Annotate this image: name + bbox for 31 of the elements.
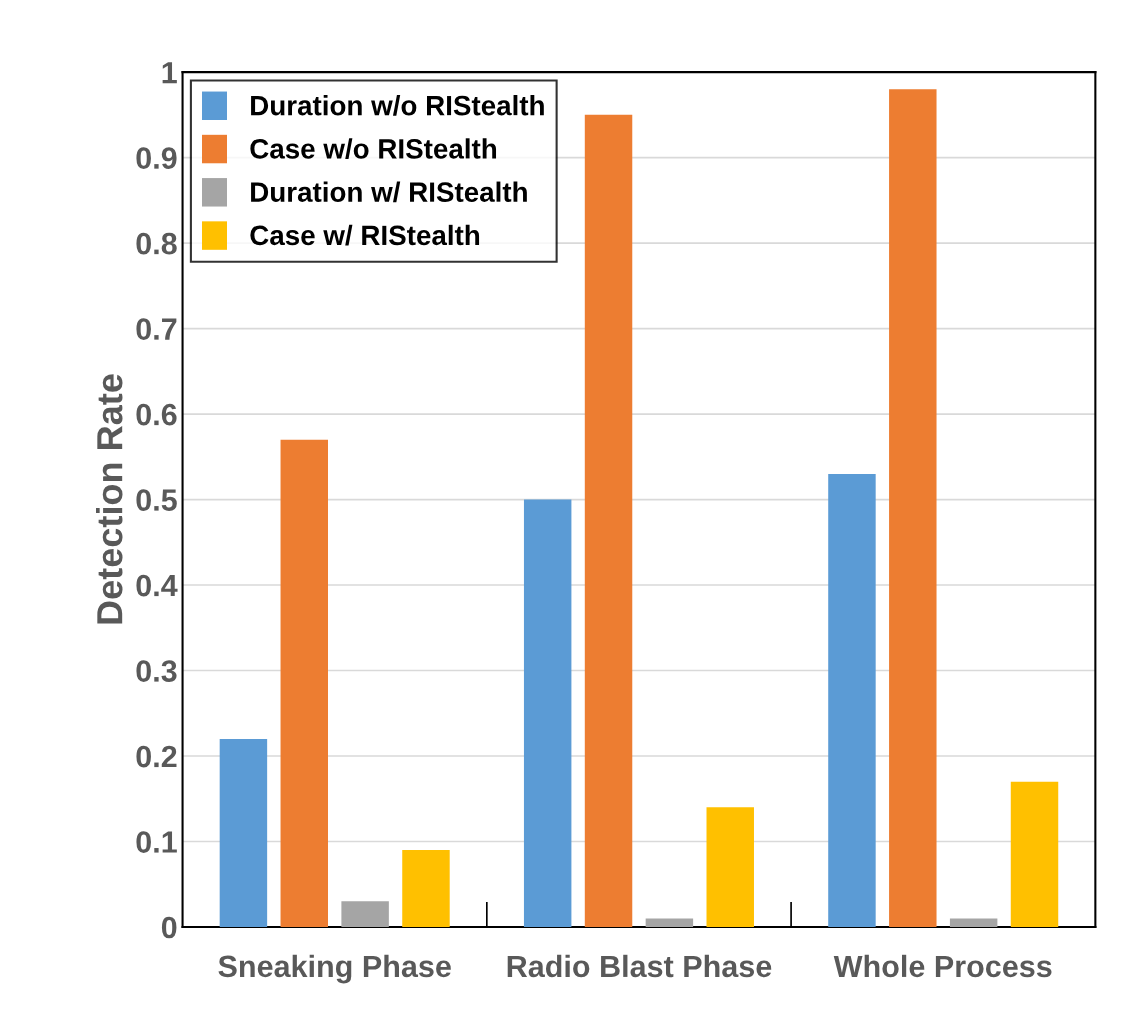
y-tick-label: 0 (161, 916, 177, 939)
y-tick-label: 0.3 (136, 660, 177, 682)
legend-label: Duration w/o RIStealth (251, 95, 544, 116)
y-tick-label: 0.8 (136, 232, 177, 255)
legend-label: Case w/ RIStealth (250, 224, 480, 246)
bar (584, 114, 633, 927)
y-tick-label: 0.4 (136, 574, 178, 597)
bar (706, 807, 754, 927)
y-tick-label: 1 (162, 62, 177, 84)
y-tick-label: 0.6 (136, 403, 177, 426)
bar (219, 738, 268, 927)
x-tick-label: Radio Blast Phase (507, 954, 772, 978)
y-tick-label: 0.7 (136, 318, 177, 340)
bar (402, 850, 450, 927)
y-tick-label: 0.1 (136, 831, 177, 853)
bar (645, 918, 694, 927)
y-axis-title: Detection Rate (96, 374, 123, 624)
bar (280, 439, 328, 927)
bar (523, 499, 572, 927)
bar (1010, 781, 1059, 927)
y-tick-label: 0.9 (136, 147, 177, 169)
y-tick-label: 0.5 (136, 489, 177, 511)
bar (889, 89, 937, 927)
bar (341, 901, 389, 927)
x-tick-label: Sneaking Phase (218, 954, 451, 984)
legend-label: Duration w/ RIStealth (251, 181, 527, 203)
bar (949, 918, 998, 927)
x-tick-label: Whole Process (833, 954, 1052, 978)
bar (828, 473, 876, 927)
legend-label: Case w/o RIStealth (250, 138, 497, 159)
y-tick-label: 0.2 (136, 745, 177, 768)
